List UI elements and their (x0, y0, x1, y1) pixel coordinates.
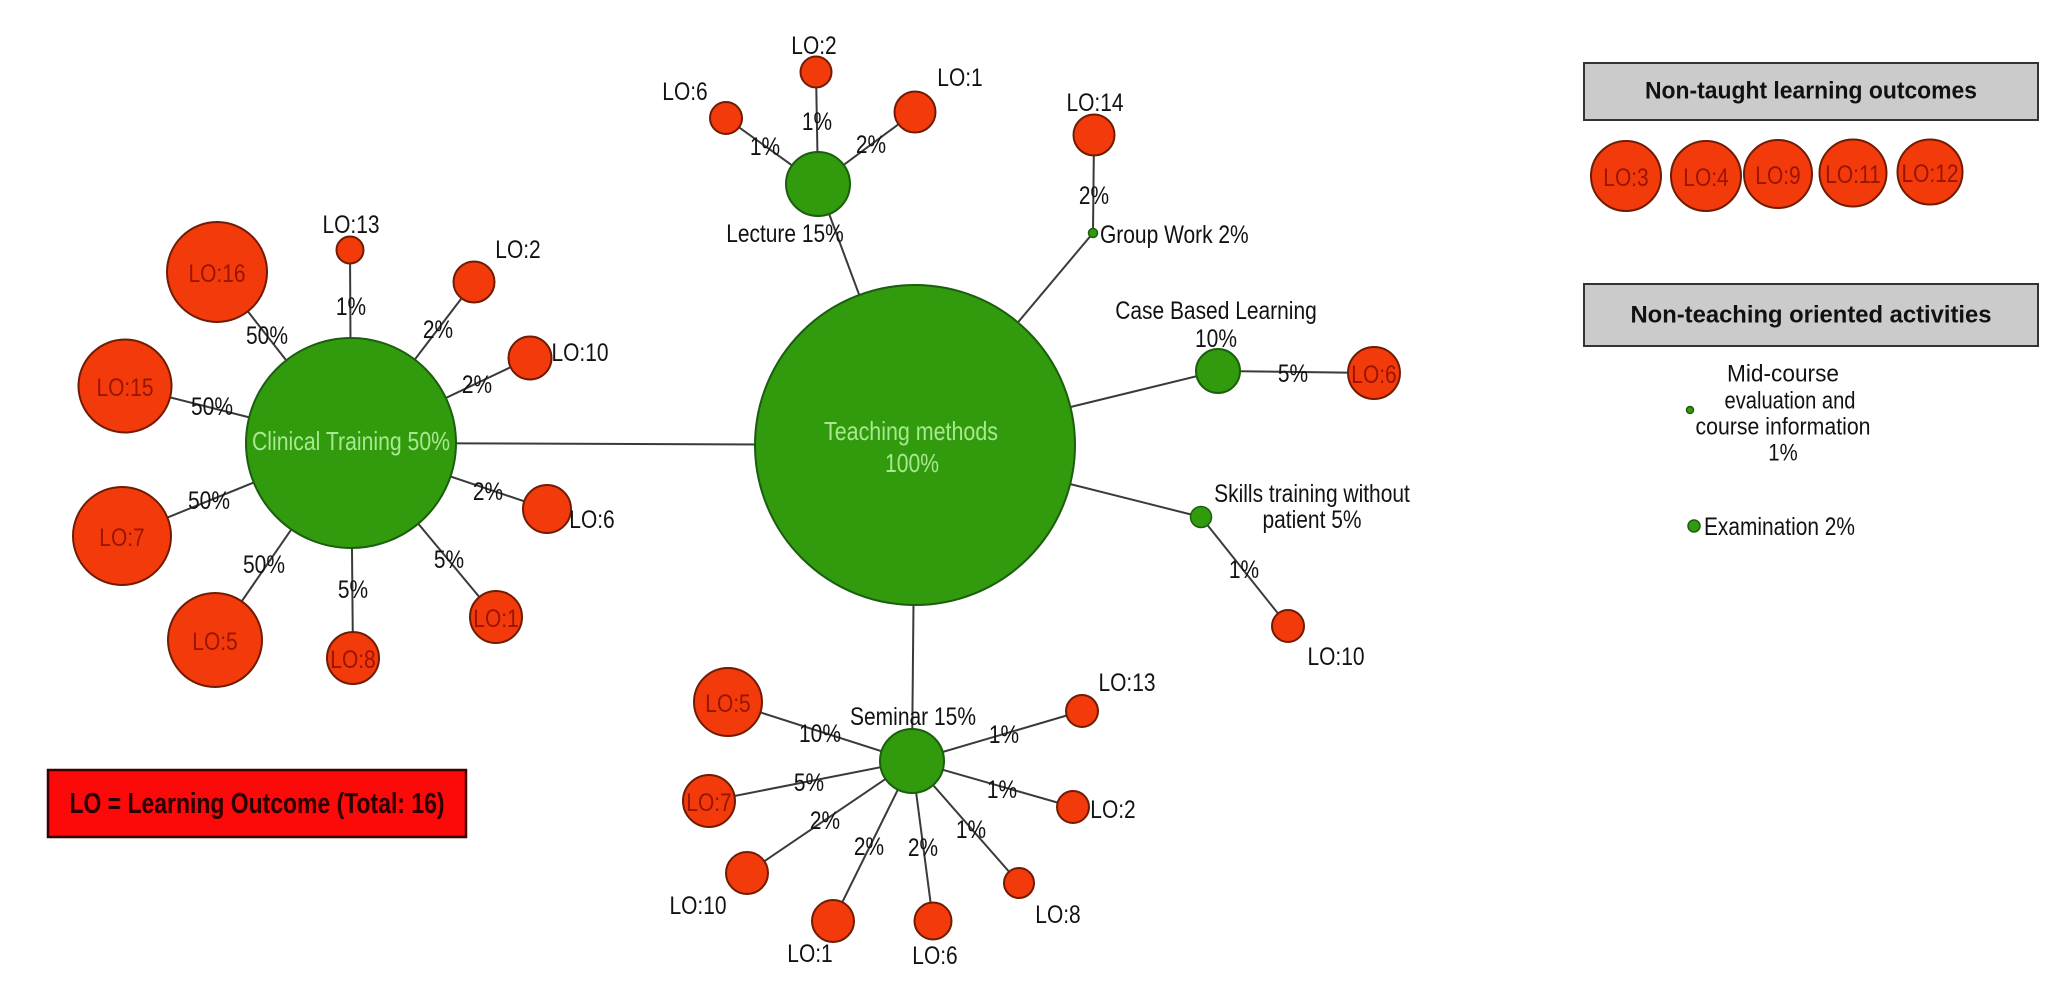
svg-text:LO:10: LO:10 (551, 339, 608, 367)
svg-text:LO:2: LO:2 (495, 236, 540, 264)
svg-text:Examination 2%: Examination 2% (1704, 513, 1855, 541)
svg-text:Case Based Learning: Case Based Learning (1115, 297, 1317, 325)
svg-text:LO:5: LO:5 (705, 690, 750, 718)
svg-text:5%: 5% (434, 546, 464, 574)
svg-text:1%: 1% (956, 816, 986, 844)
svg-text:LO:13: LO:13 (1098, 669, 1155, 697)
svg-text:LO:1: LO:1 (787, 940, 832, 968)
svg-text:5%: 5% (338, 576, 368, 604)
svg-text:LO:8: LO:8 (330, 646, 375, 674)
svg-text:50%: 50% (191, 393, 233, 421)
svg-text:Non-taught learning outcomes: Non-taught learning outcomes (1645, 78, 1977, 105)
svg-text:50%: 50% (188, 487, 230, 515)
svg-text:2%: 2% (856, 131, 886, 159)
svg-text:10%: 10% (1195, 325, 1237, 353)
svg-text:LO:12: LO:12 (1901, 160, 1958, 188)
svg-text:LO:3: LO:3 (1603, 164, 1648, 192)
svg-text:2%: 2% (810, 807, 840, 835)
svg-text:LO:5: LO:5 (192, 628, 237, 656)
svg-text:LO:6: LO:6 (569, 506, 614, 534)
svg-text:LO:7: LO:7 (99, 524, 144, 552)
svg-text:Group Work 2%: Group Work 2% (1100, 221, 1249, 249)
svg-text:1%: 1% (987, 776, 1017, 804)
svg-text:LO:11: LO:11 (1825, 161, 1880, 189)
svg-text:LO:8: LO:8 (1035, 901, 1080, 929)
svg-text:5%: 5% (794, 769, 824, 797)
svg-text:Teaching methods: Teaching methods (824, 416, 998, 446)
svg-text:Clinical Training 50%: Clinical Training 50% (252, 426, 450, 456)
svg-text:1%: 1% (989, 721, 1019, 749)
svg-text:LO:13: LO:13 (322, 211, 379, 239)
svg-text:2%: 2% (473, 478, 503, 506)
svg-text:evaluation and: evaluation and (1725, 388, 1856, 415)
svg-text:Seminar 15%: Seminar 15% (850, 703, 976, 731)
svg-text:1%: 1% (802, 108, 832, 136)
svg-text:2%: 2% (854, 833, 884, 861)
svg-text:Skills training without: Skills training without (1214, 480, 1410, 508)
svg-text:50%: 50% (246, 322, 288, 350)
svg-text:LO:16: LO:16 (188, 260, 245, 288)
svg-text:Non-teaching oriented activiti: Non-teaching oriented activities (1631, 302, 1992, 329)
svg-text:2%: 2% (908, 834, 938, 862)
svg-text:LO:10: LO:10 (1307, 643, 1364, 671)
svg-text:LO:6: LO:6 (1351, 361, 1396, 389)
svg-text:LO:2: LO:2 (1090, 796, 1135, 824)
svg-text:50%: 50% (243, 551, 285, 579)
svg-text:1%: 1% (1229, 556, 1259, 584)
svg-text:LO:2: LO:2 (791, 32, 836, 60)
svg-text:LO:6: LO:6 (662, 78, 707, 106)
svg-text:5%: 5% (1278, 360, 1308, 388)
svg-text:LO:1: LO:1 (473, 605, 518, 633)
svg-text:2%: 2% (1079, 182, 1109, 210)
svg-text:LO:7: LO:7 (686, 789, 731, 817)
svg-text:LO:15: LO:15 (96, 374, 153, 402)
svg-text:LO:10: LO:10 (669, 892, 726, 920)
svg-text:LO:1: LO:1 (937, 64, 982, 92)
svg-text:Lecture 15%: Lecture 15% (726, 220, 844, 248)
svg-text:1%: 1% (336, 293, 366, 321)
svg-text:LO:9: LO:9 (1755, 162, 1800, 190)
svg-text:LO:4: LO:4 (1683, 164, 1728, 192)
svg-text:2%: 2% (462, 371, 492, 399)
svg-text:Mid-course: Mid-course (1727, 361, 1839, 388)
svg-text:course information: course information (1696, 414, 1871, 441)
svg-text:2%: 2% (423, 316, 453, 344)
svg-text:patient 5%: patient 5% (1262, 506, 1361, 534)
svg-text:1%: 1% (1768, 440, 1797, 467)
svg-text:100%: 100% (885, 448, 939, 478)
svg-text:LO:14: LO:14 (1066, 89, 1123, 117)
svg-text:1%: 1% (750, 133, 780, 161)
svg-text:LO = Learning Outcome (Total:: LO = Learning Outcome (Total: 16) (70, 788, 445, 820)
svg-text:10%: 10% (799, 720, 841, 748)
svg-text:LO:6: LO:6 (912, 942, 957, 970)
